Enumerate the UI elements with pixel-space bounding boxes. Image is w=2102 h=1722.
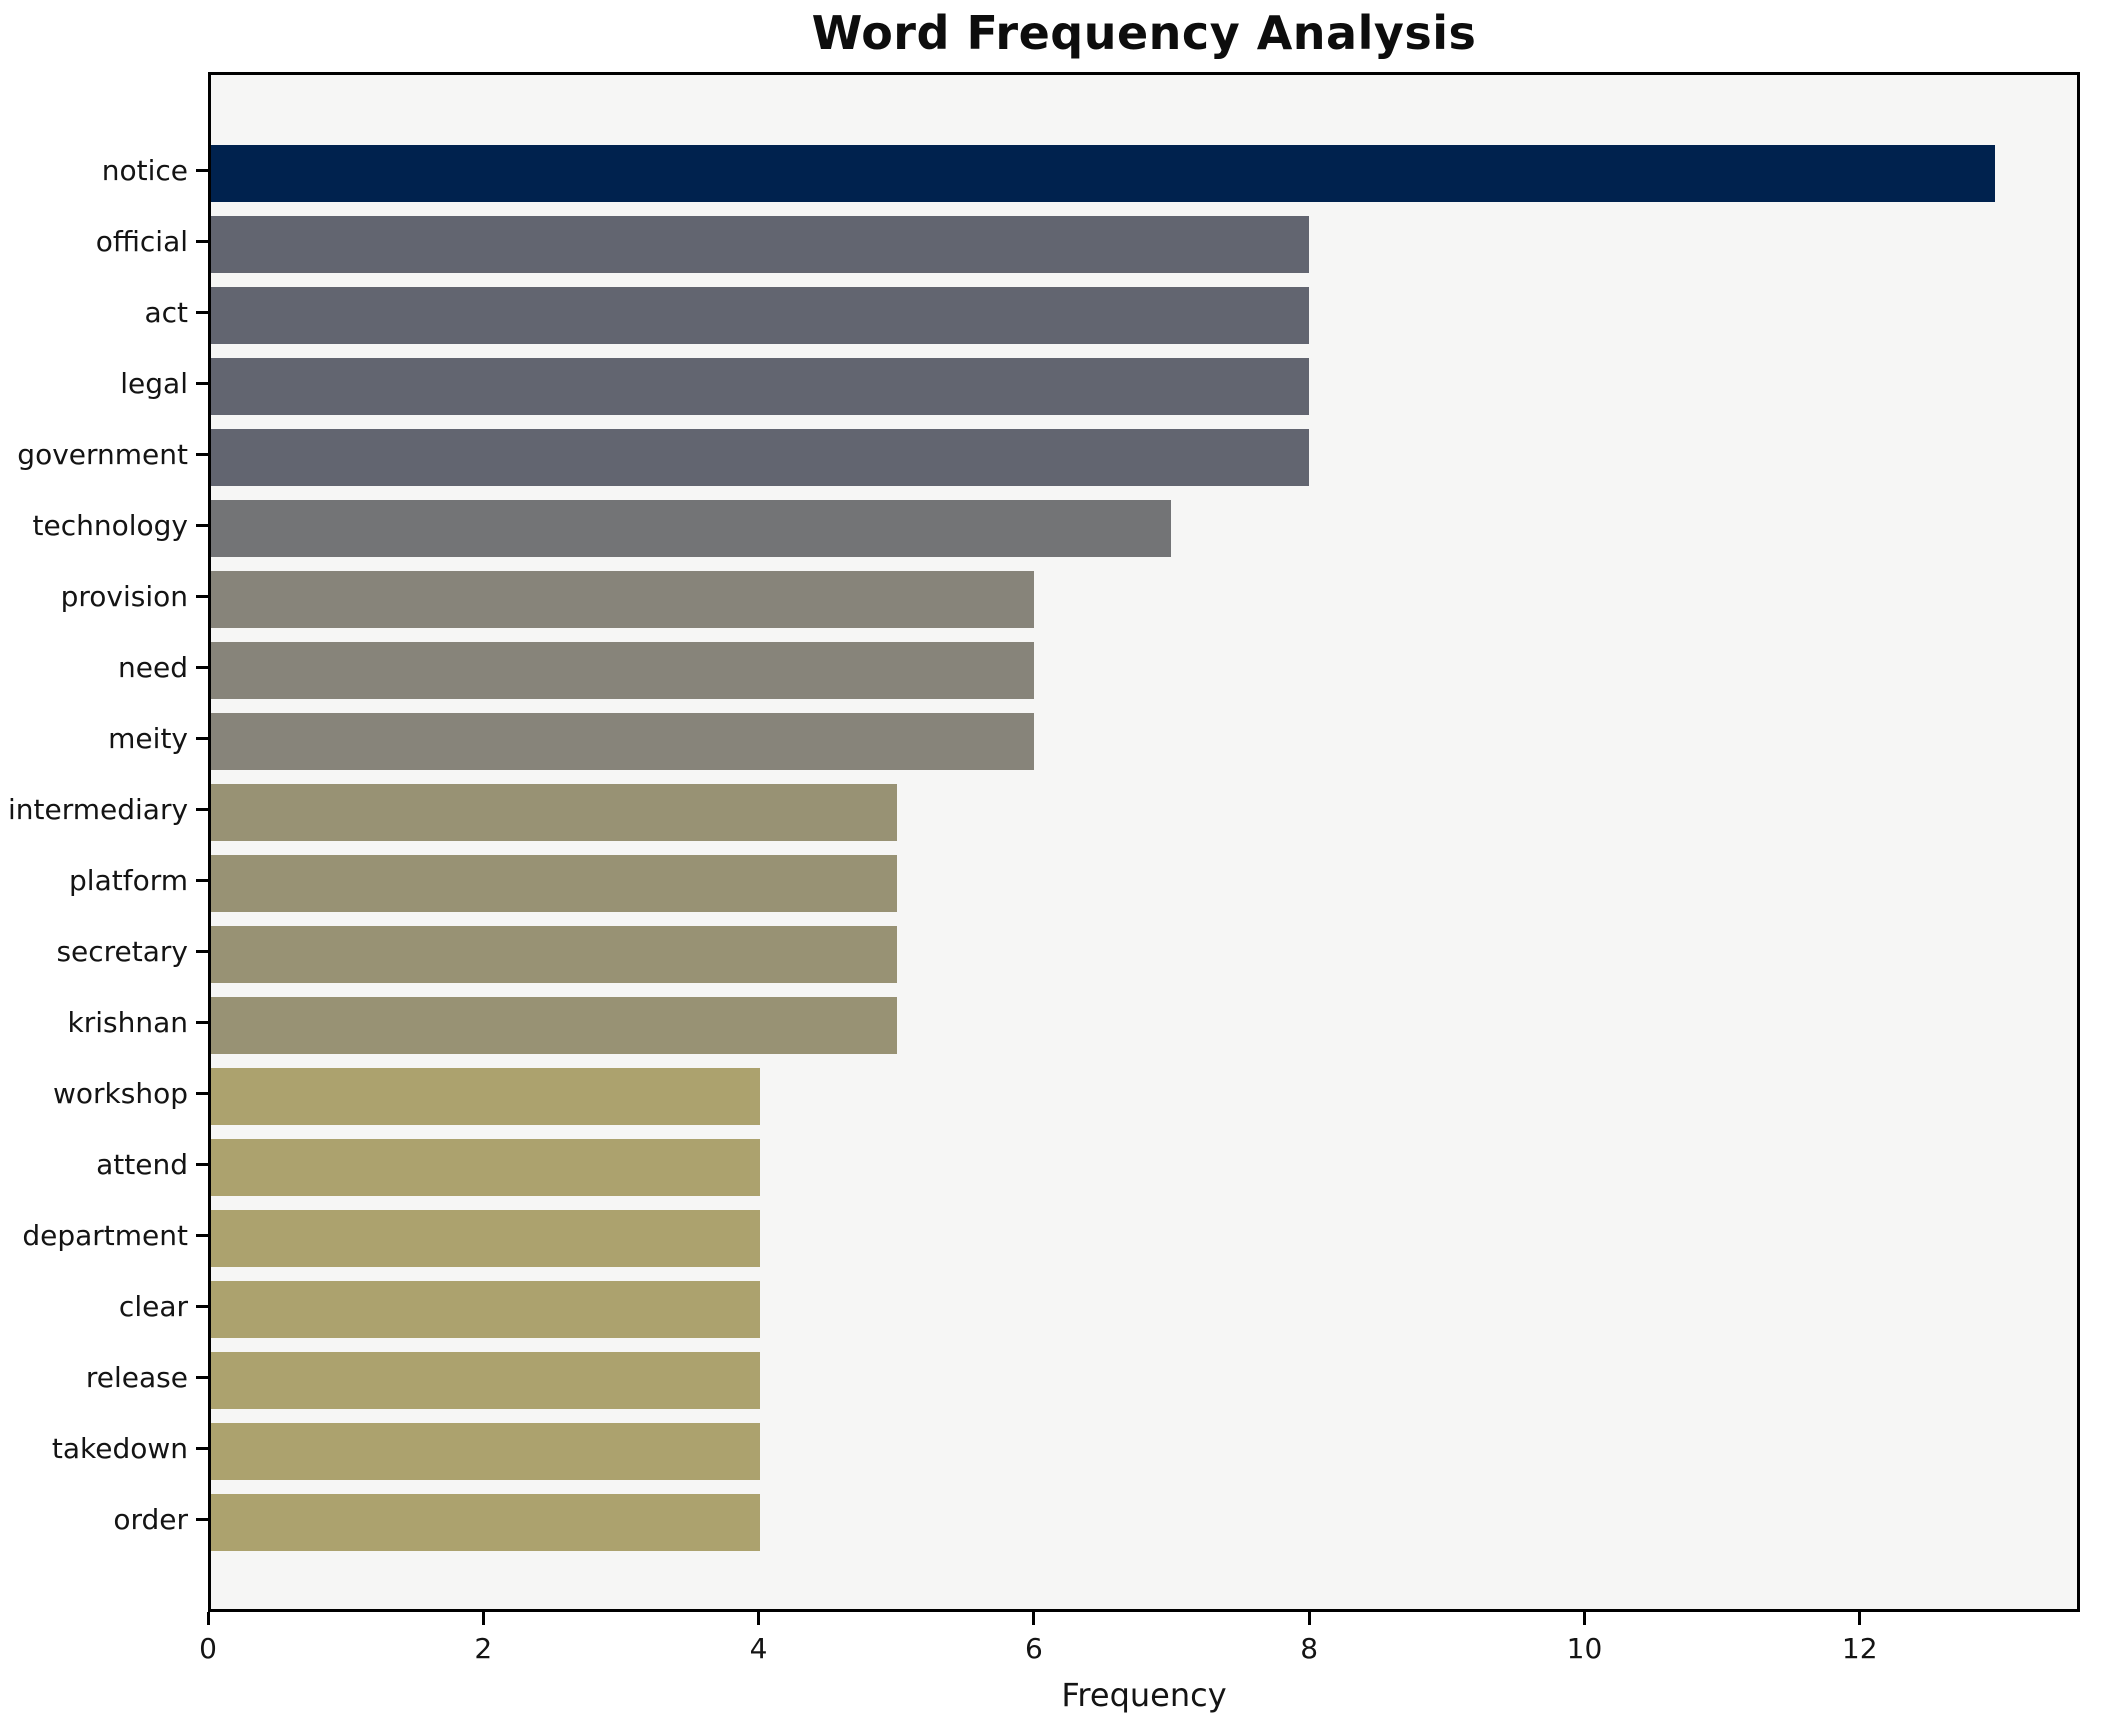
bar-secretary (211, 926, 898, 983)
y-tick-mark (196, 950, 208, 953)
y-tick-label: provision (60, 579, 188, 613)
y-tick-mark (196, 382, 208, 385)
y-tick-label: platform (69, 863, 188, 897)
y-tick-mark (196, 1305, 208, 1308)
plot-area (208, 72, 2080, 1612)
y-tick-mark (196, 666, 208, 669)
bar-notice (211, 145, 1995, 202)
y-tick-label: government (17, 437, 188, 471)
y-tick-label: order (113, 1502, 188, 1536)
x-tick-label: 6 (1024, 1632, 1043, 1665)
x-tick-mark (1032, 1612, 1036, 1625)
x-tick-mark (206, 1612, 210, 1625)
x-tick-mark (1858, 1612, 1862, 1625)
y-tick-mark (196, 737, 208, 740)
bar-krishnan (211, 997, 898, 1054)
y-tick-label: clear (118, 1289, 188, 1323)
y-tick-mark (196, 1021, 208, 1024)
y-tick-label: workshop (53, 1076, 188, 1110)
y-tick-label: attend (96, 1147, 188, 1181)
y-tick-mark (196, 240, 208, 243)
bar-official (211, 216, 1309, 273)
y-tick-mark (196, 1092, 208, 1095)
y-tick-label: intermediary (8, 792, 189, 826)
x-tick-label: 2 (474, 1632, 493, 1665)
bar-government (211, 429, 1309, 486)
x-tick-label: 0 (199, 1632, 217, 1665)
y-tick-mark (196, 453, 208, 456)
bar-takedown (211, 1423, 760, 1480)
y-tick-label: technology (32, 508, 188, 542)
x-tick-label: 4 (749, 1632, 768, 1665)
y-tick-label: notice (101, 153, 188, 187)
x-axis-label: Frequency (1061, 1676, 1227, 1714)
bar-clear (211, 1281, 760, 1338)
y-tick-label: krishnan (67, 1005, 189, 1039)
bar-meity (211, 713, 1035, 770)
bar-order (211, 1494, 760, 1551)
y-tick-label: takedown (51, 1431, 188, 1465)
y-tick-label: need (118, 650, 188, 684)
y-tick-mark (196, 1447, 208, 1450)
y-tick-mark (196, 808, 208, 811)
bar-act (211, 287, 1309, 344)
bar-release (211, 1352, 760, 1409)
x-tick-mark (757, 1612, 761, 1625)
bar-need (211, 642, 1035, 699)
x-tick-mark (481, 1612, 485, 1625)
y-tick-label: legal (120, 366, 188, 400)
y-tick-mark (196, 1234, 208, 1237)
y-tick-label: release (85, 1360, 188, 1394)
bar-platform (211, 855, 898, 912)
y-tick-label: meity (108, 721, 188, 755)
y-tick-mark (196, 311, 208, 314)
y-tick-label: secretary (56, 934, 188, 968)
bar-technology (211, 500, 1172, 557)
x-tick-label: 8 (1300, 1632, 1319, 1665)
y-tick-mark (196, 595, 208, 598)
bar-provision (211, 571, 1035, 628)
chart-title: Word Frequency Analysis (811, 6, 1477, 60)
bar-intermediary (211, 784, 898, 841)
x-tick-mark (1582, 1612, 1586, 1625)
x-tick-label: 10 (1566, 1632, 1603, 1665)
y-tick-label: act (144, 295, 188, 329)
y-tick-mark (196, 879, 208, 882)
y-tick-mark (196, 524, 208, 527)
bar-legal (211, 358, 1309, 415)
y-tick-mark (196, 169, 208, 172)
y-tick-mark (196, 1163, 208, 1166)
y-tick-mark (196, 1376, 208, 1379)
bar-department (211, 1210, 760, 1267)
bar-workshop (211, 1068, 760, 1125)
y-tick-label: official (95, 224, 188, 258)
x-tick-mark (1307, 1612, 1311, 1625)
bar-attend (211, 1139, 760, 1196)
y-tick-mark (196, 1518, 208, 1521)
x-tick-label: 12 (1841, 1632, 1878, 1665)
y-tick-label: department (22, 1218, 188, 1252)
